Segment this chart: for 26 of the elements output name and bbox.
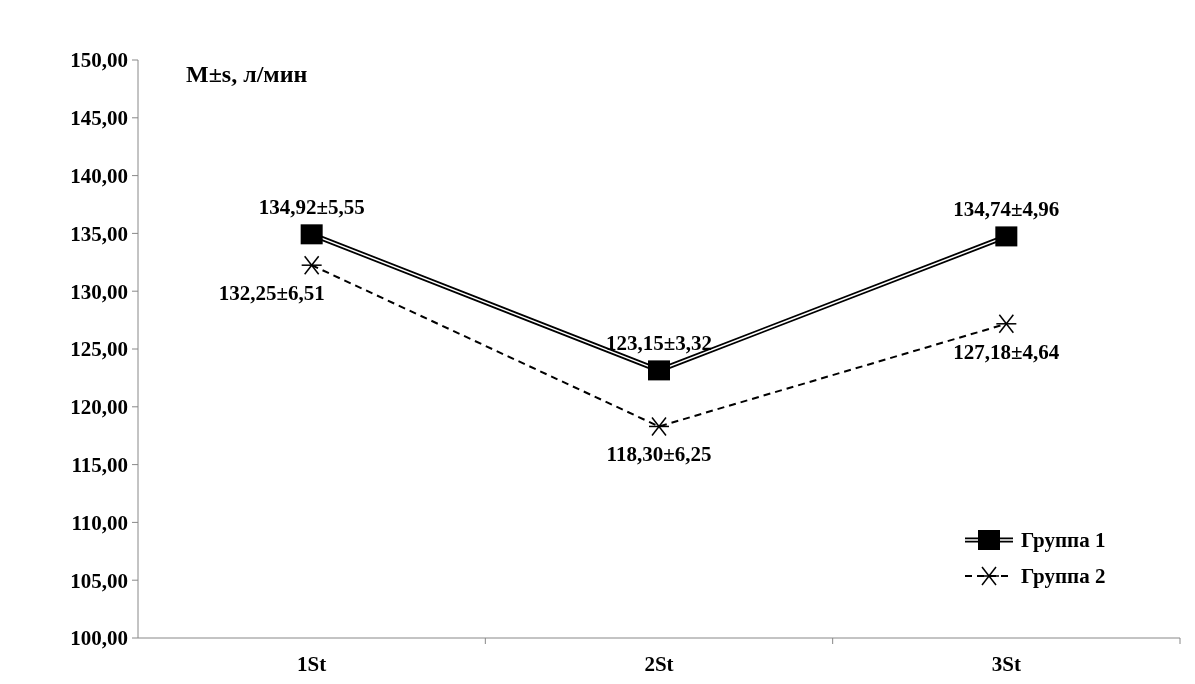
data-label: 134,92±5,55 bbox=[258, 195, 365, 220]
y-tick-label: 125,00 bbox=[70, 337, 128, 362]
point bbox=[995, 226, 1018, 247]
y-tick-label: 105,00 bbox=[70, 568, 128, 593]
y-tick-label: 100,00 bbox=[70, 626, 128, 651]
y-tick-label: 140,00 bbox=[70, 163, 128, 188]
chart-title: M±s, л/мин bbox=[186, 61, 308, 87]
data-label: 118,30±6,25 bbox=[606, 442, 712, 467]
data-label: 127,18±4,64 bbox=[953, 339, 1060, 364]
y-tick-label: 145,00 bbox=[70, 106, 128, 131]
x-tick-label: 2St bbox=[644, 652, 674, 676]
y-tick-label: 110,00 bbox=[71, 510, 128, 535]
data-label: 134,74±4,96 bbox=[953, 197, 1060, 222]
legend-label: Группа 1 bbox=[1021, 528, 1106, 553]
point bbox=[300, 224, 323, 245]
x-tick-label: 1St bbox=[297, 652, 327, 676]
legend-label: Группа 2 bbox=[1021, 564, 1106, 589]
y-tick-label: 120,00 bbox=[70, 395, 128, 420]
data-label: 123,15±3,32 bbox=[605, 331, 713, 356]
data-label: 132,25±6,51 bbox=[218, 281, 325, 306]
point bbox=[648, 360, 670, 381]
y-tick-label: 115,00 bbox=[71, 452, 128, 477]
y-tick-label: 135,00 bbox=[70, 221, 128, 246]
y-tick-label: 130,00 bbox=[70, 279, 128, 304]
x-tick-label: 3St bbox=[991, 652, 1021, 676]
y-tick-label: 150,00 bbox=[70, 48, 128, 73]
